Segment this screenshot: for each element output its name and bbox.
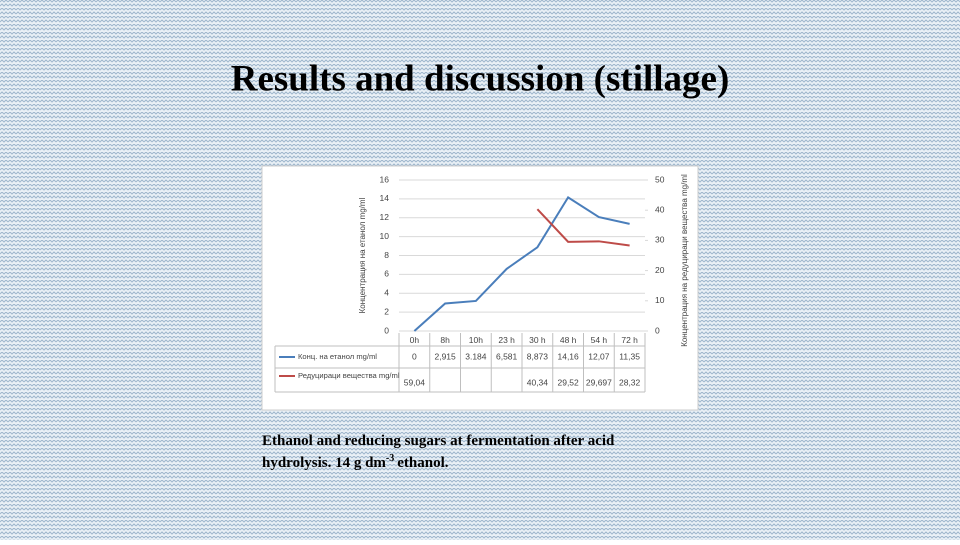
caption: Ethanol and reducing sugars at fermentat… — [262, 433, 618, 471]
data-label: 6,581 — [496, 351, 518, 361]
y2-tick-label: 0 — [655, 325, 660, 335]
legend-label: Редуцираци вещества mg/ml — [298, 371, 400, 380]
x-tick-label: 0h — [410, 335, 420, 345]
data-line — [536, 208, 630, 247]
x-tick-label: 48 h — [560, 335, 577, 345]
y-tick-label: 8 — [384, 250, 389, 260]
data-label: 28,32 — [619, 377, 641, 387]
y-tick-label: 12 — [380, 212, 390, 222]
data-label: 11,35 — [619, 351, 640, 361]
data-label: 2,915 — [434, 351, 456, 361]
caption-sup: -3 — [386, 453, 394, 464]
y-axis-title: Концентрация на етанол mg/ml — [358, 197, 367, 313]
y-tick-label: 10 — [380, 231, 390, 241]
y-tick-label: 0 — [384, 325, 389, 335]
y2-tick-label: 20 — [655, 265, 665, 275]
caption-line: ethanol. — [397, 455, 449, 471]
y-tick-label: 14 — [380, 193, 390, 203]
y2-tick-label: 40 — [655, 204, 665, 214]
data-label: 3.184 — [465, 351, 487, 361]
data-label: 8,873 — [527, 351, 549, 361]
x-tick-label: 54 h — [591, 335, 608, 345]
x-tick-label: 10h — [469, 335, 483, 345]
slide-title: Results and discussion (stillage) — [231, 58, 730, 99]
y2-tick-label: 10 — [655, 295, 665, 305]
y-tick-label: 2 — [384, 306, 389, 316]
y-tick-label: 16 — [380, 174, 390, 184]
chart: 0 2 4 6 8 10 12 14 16 0 10 20 30 40 50 Концентрация на … — [274, 174, 689, 393]
data-label: 59,04 — [404, 377, 426, 387]
data-line — [413, 195, 630, 332]
x-tick-label: 72 h — [621, 335, 638, 345]
x-tick-label: 23 h — [498, 335, 515, 345]
y-tick-label: 4 — [384, 288, 389, 298]
y2-tick-label: 50 — [655, 174, 665, 184]
y2-tick-label: 30 — [655, 235, 665, 245]
data-label: 40,34 — [527, 377, 549, 387]
x-tick-label: 30 h — [529, 335, 546, 345]
data-label: 14,16 — [557, 351, 579, 361]
y-tick-label: 6 — [384, 269, 389, 279]
data-label: 29,52 — [557, 377, 579, 387]
chart-box — [261, 165, 699, 411]
x-tick-label: 8h — [440, 335, 450, 345]
legend-label: Конц. на етанол mg/ml — [298, 352, 377, 361]
y2-axis-title: Концентрация на редуцираци вещества mg/m… — [680, 174, 689, 347]
data-label: 0 — [412, 351, 417, 361]
caption-line: Ethanol and reducing sugars at fermentat… — [262, 433, 615, 449]
caption-line: hydrolysis. 14 g dm — [262, 455, 386, 471]
data-label: 29,697 — [586, 377, 612, 387]
data-label: 12,07 — [588, 351, 610, 361]
